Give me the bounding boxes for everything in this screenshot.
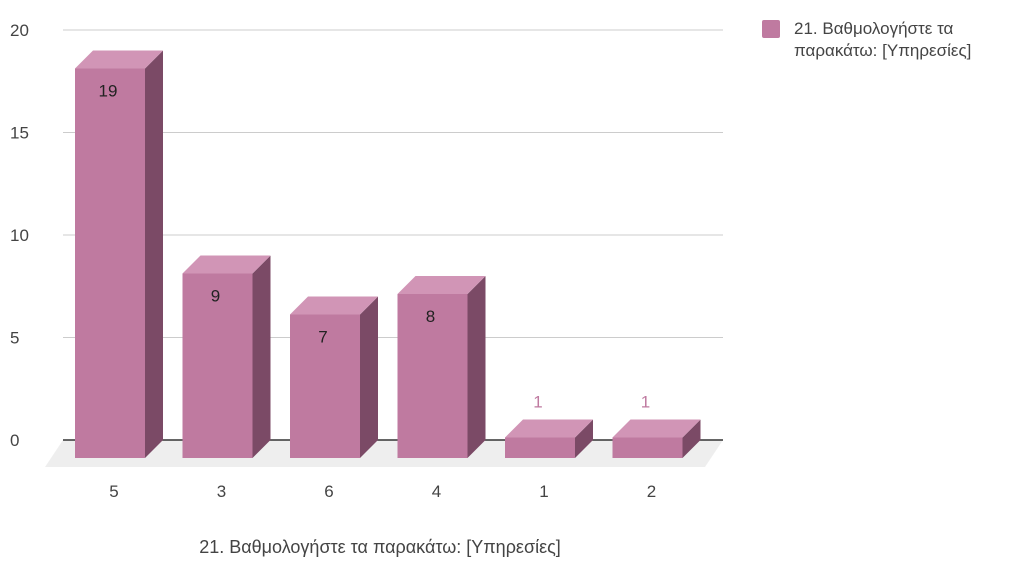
bar[interactable]: 8 bbox=[397, 276, 486, 458]
y-tick-label: 20 bbox=[10, 21, 29, 40]
bar-side bbox=[467, 276, 486, 458]
data-label: 9 bbox=[211, 287, 220, 306]
bar-top bbox=[505, 419, 593, 438]
x-tick-label: 3 bbox=[217, 482, 226, 501]
y-axis: 0 5 10 15 20 bbox=[10, 21, 29, 450]
bar-front bbox=[505, 437, 575, 458]
bar-side bbox=[145, 50, 163, 458]
bar-side bbox=[252, 255, 271, 458]
bar[interactable]: 9 bbox=[182, 255, 271, 459]
legend-series-label: 21. Βαθμολογήστε τα παρακάτω: [Υπηρεσίες… bbox=[794, 19, 972, 60]
x-tick-label: 2 bbox=[647, 482, 656, 501]
x-axis-title: 21. Βαθμολογήστε τα παρακάτω: [Υπηρεσίες… bbox=[199, 537, 561, 557]
bar-side bbox=[360, 296, 378, 458]
y-tick-label: 0 bbox=[10, 431, 19, 450]
x-tick-label: 1 bbox=[539, 482, 548, 501]
bar-top bbox=[75, 50, 163, 69]
bar-top bbox=[290, 296, 378, 315]
data-label: 1 bbox=[533, 393, 542, 412]
x-tick-label: 5 bbox=[109, 482, 118, 501]
x-tick-label: 4 bbox=[432, 482, 441, 501]
data-label: 1 bbox=[641, 393, 650, 412]
data-label: 8 bbox=[426, 307, 435, 326]
legend[interactable]: 21. Βαθμολογήστε τα παρακάτω: [Υπηρεσίες… bbox=[762, 18, 1036, 62]
bar[interactable]: 19 bbox=[75, 50, 163, 459]
bar-top bbox=[397, 276, 486, 294]
bars: 19 9 7 8 1 1 bbox=[75, 50, 701, 459]
y-tick-label: 5 bbox=[10, 329, 19, 348]
legend-swatch bbox=[762, 20, 780, 38]
bar-front bbox=[182, 273, 253, 458]
y-tick-label: 10 bbox=[10, 226, 29, 245]
data-label: 19 bbox=[99, 82, 118, 101]
bar-side bbox=[575, 419, 593, 458]
bar-side bbox=[682, 419, 701, 458]
bar-front bbox=[612, 437, 683, 458]
bar[interactable]: 1 bbox=[505, 393, 593, 459]
bar-front bbox=[397, 294, 468, 458]
y-tick-label: 15 bbox=[10, 124, 29, 143]
bar-top bbox=[182, 255, 271, 274]
bar[interactable]: 7 bbox=[290, 296, 378, 459]
bar[interactable]: 1 bbox=[612, 393, 701, 459]
bar-front bbox=[75, 68, 145, 458]
bar-front bbox=[290, 314, 360, 458]
x-tick-label: 6 bbox=[324, 482, 333, 501]
x-axis: 5 3 6 4 1 2 bbox=[109, 482, 656, 501]
bar-top bbox=[612, 419, 701, 438]
data-label: 7 bbox=[318, 328, 327, 347]
